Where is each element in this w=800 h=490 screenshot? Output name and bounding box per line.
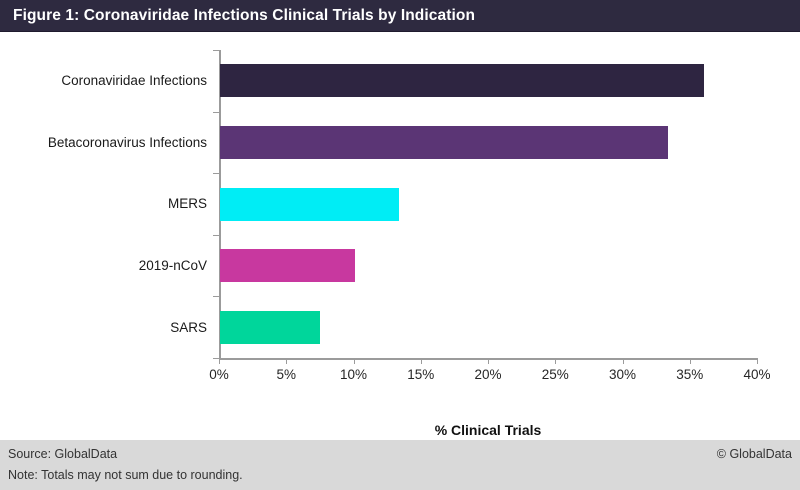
source-text: Source: GlobalData xyxy=(8,447,118,461)
x-axis-tick xyxy=(689,358,691,364)
category-label: MERS xyxy=(167,196,207,212)
x-axis-tick xyxy=(488,358,489,364)
x-tick-label: 15% xyxy=(407,367,435,382)
x-tick-label: 25% xyxy=(541,367,569,382)
x-tick-label: 0% xyxy=(209,367,229,382)
y-axis-tick xyxy=(213,296,219,298)
y-axis-tick xyxy=(213,358,219,359)
y-axis-tick xyxy=(213,111,219,113)
note-text: Note: Totals may not sum due to rounding… xyxy=(8,468,243,482)
figure-title: Figure 1: Coronaviridae Infections Clini… xyxy=(13,6,476,24)
category-label: Betacoronavirus Infections xyxy=(47,134,207,150)
bar xyxy=(220,187,399,221)
footer: Source: GlobalData © GlobalData Note: To… xyxy=(0,440,800,490)
x-axis-tick xyxy=(286,358,288,364)
x-axis-tick xyxy=(219,358,220,364)
x-tick-label: 20% xyxy=(474,367,502,382)
bar xyxy=(220,249,355,283)
y-axis-line xyxy=(219,50,221,358)
x-tick-label: 35% xyxy=(676,367,704,382)
category-label: SARS xyxy=(170,319,207,335)
y-axis-tick xyxy=(213,173,219,175)
figure-title-bar: Figure 1: Coronaviridae Infections Clini… xyxy=(0,0,800,32)
x-axis-tick xyxy=(420,358,422,364)
x-axis-tick xyxy=(622,358,624,364)
x-axis-tick xyxy=(757,358,758,364)
bar xyxy=(220,64,705,98)
bar xyxy=(220,310,320,344)
x-tick-label: 30% xyxy=(608,367,637,382)
x-axis-title: % Clinical Trials xyxy=(434,422,542,438)
category-label: Coronaviridae Infections xyxy=(61,73,207,89)
bar xyxy=(220,125,668,159)
x-tick-label: 5% xyxy=(276,367,296,382)
x-axis-tick xyxy=(555,358,557,364)
y-axis-tick xyxy=(213,50,219,51)
bar-chart-plot-area: % Clinical Trials Coronaviridae Infectio… xyxy=(0,32,800,440)
x-tick-label: 40% xyxy=(743,367,771,382)
y-axis-tick xyxy=(213,234,219,236)
copyright-text: © GlobalData xyxy=(716,447,792,461)
category-label: 2019-nCoV xyxy=(138,258,207,274)
x-axis-tick xyxy=(353,358,355,364)
x-tick-label: 10% xyxy=(339,367,368,382)
